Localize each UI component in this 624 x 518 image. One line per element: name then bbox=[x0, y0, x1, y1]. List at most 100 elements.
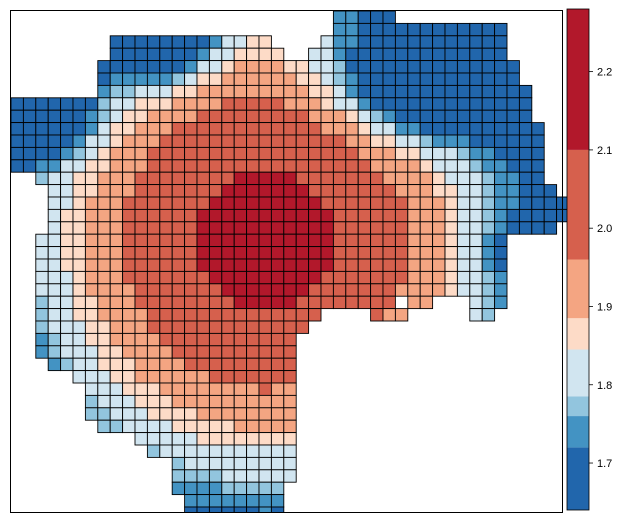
heatmap-cell bbox=[246, 84, 260, 99]
heatmap-cell bbox=[233, 208, 248, 223]
heatmap-cell bbox=[270, 246, 285, 260]
heatmap-cell bbox=[109, 345, 124, 359]
heatmap-cell bbox=[357, 196, 372, 210]
heatmap-cell bbox=[295, 196, 310, 210]
heatmap-cell bbox=[184, 159, 198, 173]
heatmap-cell bbox=[332, 84, 347, 99]
heatmap-cell bbox=[432, 270, 446, 285]
heatmap-cell bbox=[10, 109, 24, 124]
heatmap-cell bbox=[109, 35, 124, 49]
heatmap-cell bbox=[394, 221, 409, 235]
heatmap-cell bbox=[246, 419, 260, 434]
heatmap-cell bbox=[208, 60, 223, 74]
heatmap-cell bbox=[320, 270, 334, 285]
heatmap-cell bbox=[159, 72, 173, 86]
heatmap-cell bbox=[494, 159, 508, 173]
heatmap-cell bbox=[283, 84, 297, 99]
heatmap-cell bbox=[246, 122, 260, 136]
heatmap-cell bbox=[444, 221, 458, 235]
heatmap-cell bbox=[221, 308, 235, 322]
heatmap-cell bbox=[146, 196, 161, 210]
heatmap-cell bbox=[270, 407, 285, 421]
heatmap-cell bbox=[270, 357, 285, 372]
heatmap-cell bbox=[308, 47, 322, 62]
heatmap-cell bbox=[246, 134, 260, 148]
heatmap-cell bbox=[208, 432, 223, 446]
heatmap-cell bbox=[109, 419, 124, 434]
heatmap-cell bbox=[258, 456, 272, 471]
heatmap-cell bbox=[246, 320, 260, 334]
heatmap-cell bbox=[518, 97, 533, 111]
heatmap-cell bbox=[432, 35, 446, 49]
heatmap-cell bbox=[506, 184, 520, 198]
heatmap-cell bbox=[196, 208, 210, 223]
heatmap-cell bbox=[97, 295, 111, 310]
heatmap-cell bbox=[246, 345, 260, 359]
heatmap-cell bbox=[221, 246, 235, 260]
heatmap-cell bbox=[221, 159, 235, 173]
heatmap-cell bbox=[394, 22, 409, 37]
heatmap-cell bbox=[97, 196, 111, 210]
heatmap-cell bbox=[97, 308, 111, 322]
heatmap-cell bbox=[47, 184, 62, 198]
heatmap-cell bbox=[419, 295, 434, 310]
heatmap-cell bbox=[258, 84, 272, 99]
heatmap-cell bbox=[481, 208, 496, 223]
heatmap-cell bbox=[308, 270, 322, 285]
heatmap-cell bbox=[221, 84, 235, 99]
heatmap-cell bbox=[370, 171, 384, 186]
heatmap-cell bbox=[283, 394, 297, 409]
heatmap-cell bbox=[494, 122, 508, 136]
heatmap-cell bbox=[370, 84, 384, 99]
heatmap-cell bbox=[171, 270, 186, 285]
heatmap-cell bbox=[196, 370, 210, 384]
heatmap-cell bbox=[506, 221, 520, 235]
heatmap-cell bbox=[382, 72, 396, 86]
heatmap-cell bbox=[134, 332, 148, 347]
heatmap-cell bbox=[196, 184, 210, 198]
heatmap-cell bbox=[382, 171, 396, 186]
heatmap-cell bbox=[196, 308, 210, 322]
heatmap-cell bbox=[221, 146, 235, 161]
heatmap-cell bbox=[456, 47, 471, 62]
heatmap-cell bbox=[97, 171, 111, 186]
heatmap-cell bbox=[233, 270, 248, 285]
heatmap-cell bbox=[295, 295, 310, 310]
heatmap-cell bbox=[332, 122, 347, 136]
heatmap-cell bbox=[109, 332, 124, 347]
heatmap-cell bbox=[506, 97, 520, 111]
heatmap-cell bbox=[184, 481, 198, 496]
heatmap-cell bbox=[370, 246, 384, 260]
heatmap-cell bbox=[184, 184, 198, 198]
heatmap-cell bbox=[332, 60, 347, 74]
heatmap-cell bbox=[221, 35, 235, 49]
heatmap-cell bbox=[171, 320, 186, 334]
heatmap-cell bbox=[72, 345, 86, 359]
heatmap-cell bbox=[332, 184, 347, 198]
heatmap-cell bbox=[146, 171, 161, 186]
heatmap-cell bbox=[184, 208, 198, 223]
heatmap-cell bbox=[159, 407, 173, 421]
heatmap-cell bbox=[10, 146, 24, 161]
heatmap-cell bbox=[283, 134, 297, 148]
heatmap-cell bbox=[233, 258, 248, 272]
heatmap-cell bbox=[258, 394, 272, 409]
heatmap-cell bbox=[72, 97, 86, 111]
heatmap-cell bbox=[345, 233, 359, 248]
heatmap-cell bbox=[246, 382, 260, 396]
heatmap-cell bbox=[456, 196, 471, 210]
heatmap-cell bbox=[407, 22, 421, 37]
heatmap-cell bbox=[494, 22, 508, 37]
heatmap-cell bbox=[270, 320, 285, 334]
heatmap-cell bbox=[283, 97, 297, 111]
heatmap-cell bbox=[84, 320, 99, 334]
heatmap-cell bbox=[146, 345, 161, 359]
heatmap-cell bbox=[122, 159, 136, 173]
heatmap-cell bbox=[481, 171, 496, 186]
heatmap-cell bbox=[171, 308, 186, 322]
heatmap-cell bbox=[394, 184, 409, 198]
heatmap-cell bbox=[221, 109, 235, 124]
heatmap-cell bbox=[456, 122, 471, 136]
heatmap-cell bbox=[481, 22, 496, 37]
heatmap-cell bbox=[270, 84, 285, 99]
